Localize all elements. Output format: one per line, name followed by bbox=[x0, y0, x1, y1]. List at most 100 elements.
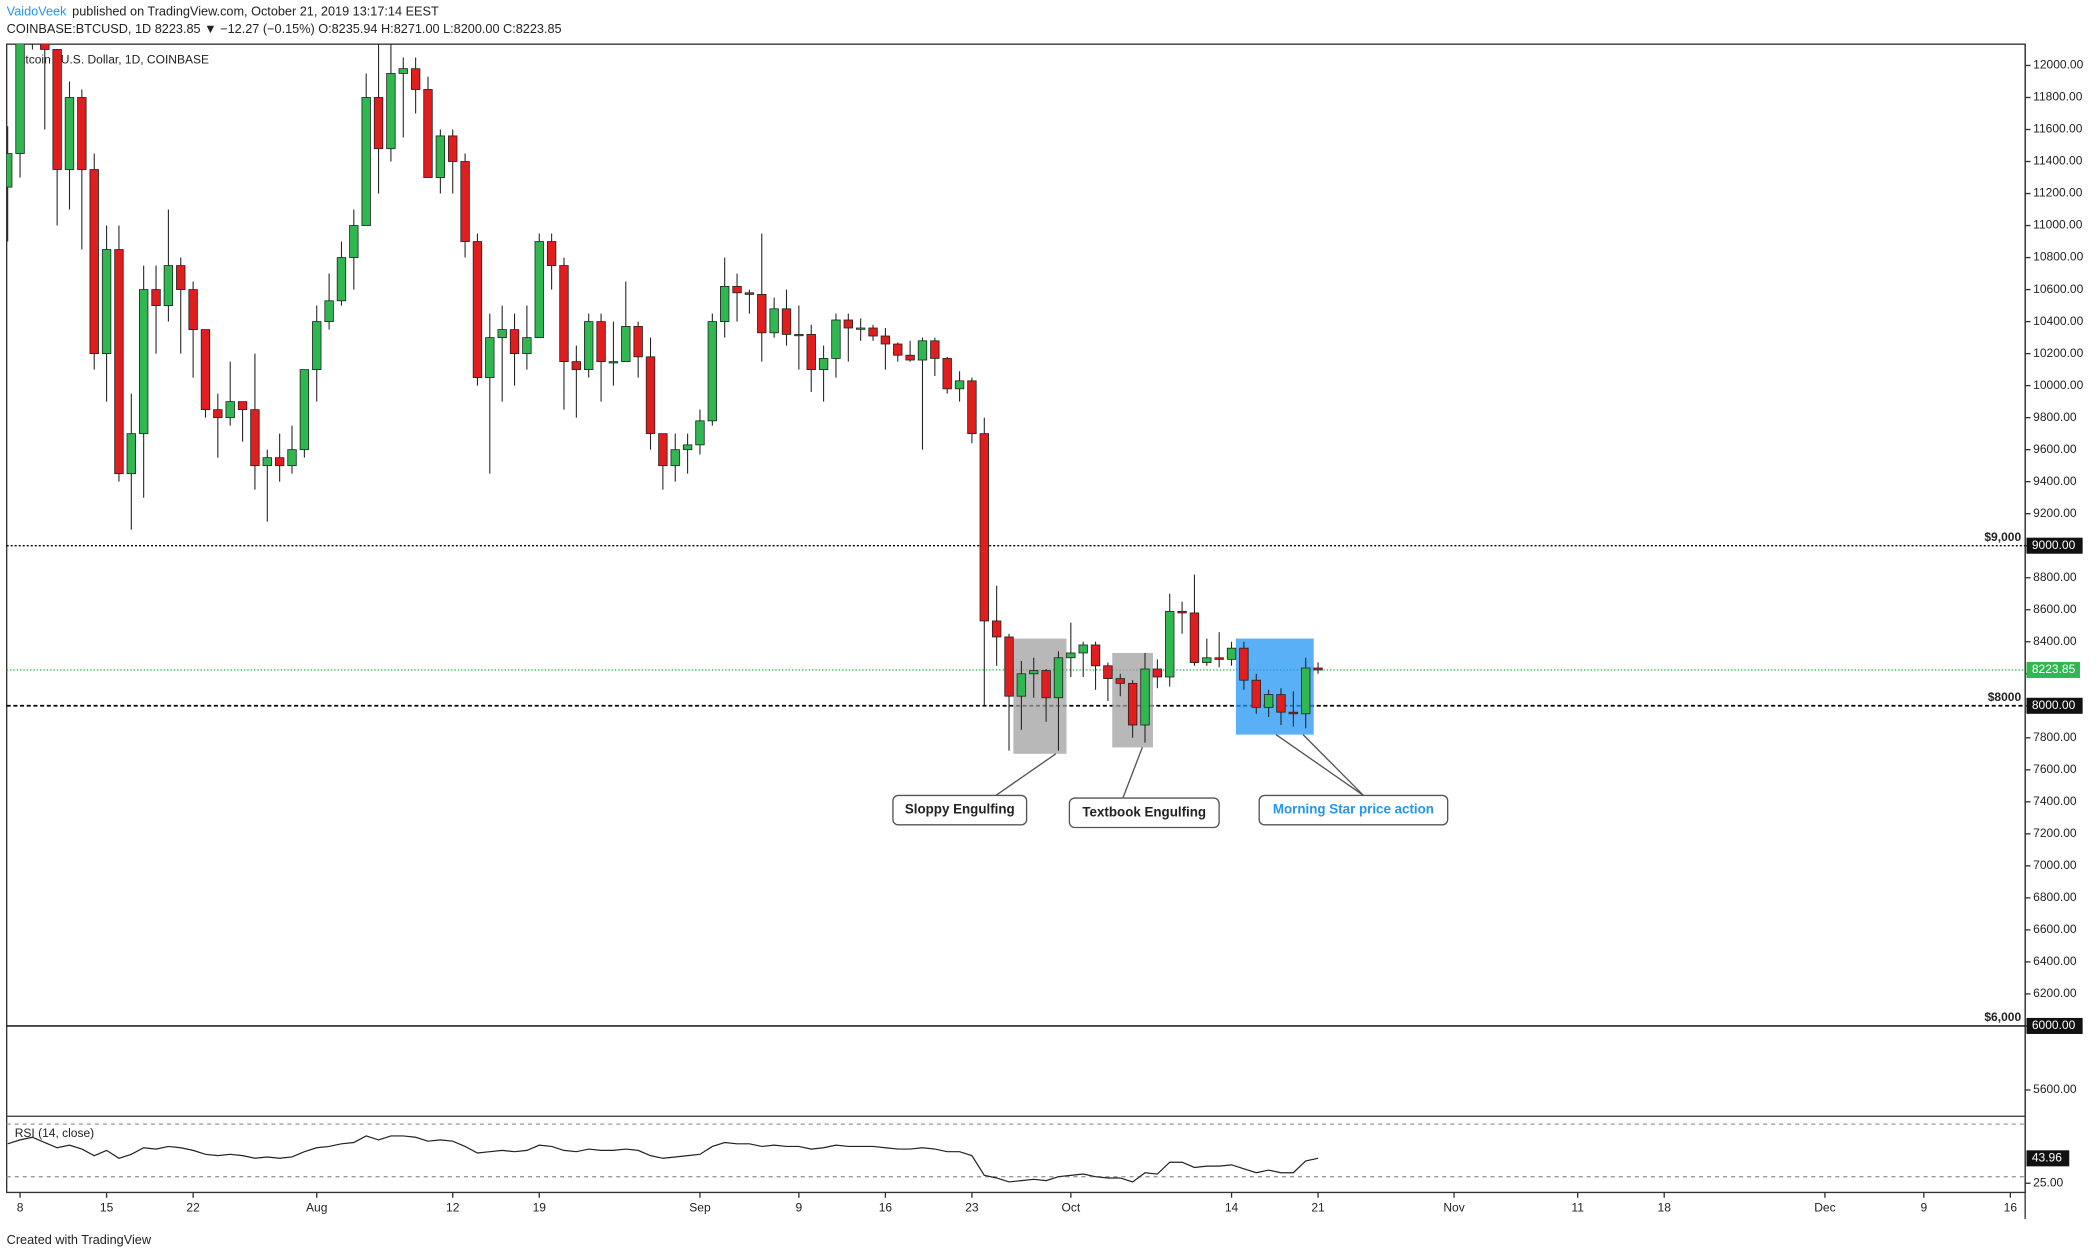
x-tick-label: 18 bbox=[1658, 1201, 1672, 1215]
x-tick-label: Aug bbox=[306, 1201, 327, 1215]
candle-body bbox=[658, 433, 668, 467]
candle-body bbox=[855, 327, 866, 330]
callout-pointer bbox=[1275, 734, 1364, 796]
candle-body bbox=[497, 329, 507, 339]
candle-body bbox=[1016, 673, 1027, 697]
x-tick-label: 15 bbox=[100, 1201, 114, 1215]
callout-pointer bbox=[1302, 734, 1364, 796]
author[interactable]: VaidoVeek bbox=[7, 4, 67, 18]
candle-body bbox=[917, 340, 928, 361]
candle-body bbox=[880, 335, 891, 345]
candle-body bbox=[954, 380, 965, 390]
candle-body bbox=[1004, 636, 1014, 697]
candle-body bbox=[868, 327, 878, 337]
x-tick-label: 16 bbox=[879, 1201, 893, 1215]
candle-body bbox=[930, 340, 940, 359]
candle-body bbox=[893, 343, 903, 356]
candle-body bbox=[1029, 670, 1039, 675]
candle-body bbox=[52, 49, 62, 170]
candle-body bbox=[1090, 644, 1101, 667]
x-tick-label: 11 bbox=[1571, 1201, 1584, 1215]
candle-body bbox=[707, 321, 718, 422]
candle-body bbox=[40, 44, 50, 50]
candle-body bbox=[213, 409, 223, 419]
candle-body bbox=[1251, 679, 1261, 708]
candle-body bbox=[287, 449, 297, 467]
legend: COINBASE:BTCUSD, 1D 8223.85 ▼ −12.27 (−0… bbox=[7, 22, 562, 36]
y-tick-label: 11400.00 bbox=[2033, 154, 2083, 168]
candle-body bbox=[584, 321, 594, 371]
candle-body bbox=[1177, 610, 1187, 614]
rsi-tick-label: 25.00 bbox=[2033, 1175, 2063, 1189]
y-tick-label: 10800.00 bbox=[2033, 250, 2083, 264]
candle-body bbox=[126, 433, 136, 475]
candle-body bbox=[1165, 610, 1175, 678]
x-tick-label: Oct bbox=[1061, 1201, 1080, 1215]
x-tick-label: 23 bbox=[965, 1201, 979, 1215]
candle-body bbox=[1226, 647, 1237, 660]
x-tick-label: Sep bbox=[689, 1201, 711, 1215]
x-tick-label: 19 bbox=[533, 1201, 547, 1215]
y-tick-label: 7200.00 bbox=[2033, 826, 2077, 840]
candle-body bbox=[386, 73, 396, 150]
candle-body bbox=[608, 361, 619, 364]
callout-label: Morning Star price action bbox=[1273, 802, 1434, 817]
last-price-label: 8223.85 bbox=[2032, 662, 2076, 676]
level-badge-label: 8000.00 bbox=[2032, 698, 2076, 712]
y-tick-label: 6800.00 bbox=[2033, 890, 2077, 904]
callout-box bbox=[1258, 794, 1449, 826]
candle-body bbox=[472, 241, 483, 379]
candle-body bbox=[720, 285, 730, 322]
candle-body bbox=[1288, 711, 1299, 715]
x-tick-label: 9 bbox=[796, 1201, 803, 1215]
y-tick-label: 6600.00 bbox=[2033, 922, 2077, 936]
candle-body bbox=[757, 293, 767, 334]
candle-body bbox=[101, 249, 112, 355]
level-badge bbox=[2026, 697, 2083, 714]
candle-body bbox=[299, 369, 310, 451]
rsi-badge bbox=[2026, 1150, 2070, 1167]
candle-body bbox=[89, 169, 99, 355]
candle-body bbox=[831, 319, 841, 359]
candle-body bbox=[1214, 657, 1224, 660]
y-tick-label: 8600.00 bbox=[2033, 602, 2077, 616]
candle-body bbox=[1103, 665, 1113, 679]
x-tick-label: Nov bbox=[1443, 1201, 1464, 1215]
candle-body bbox=[460, 161, 470, 242]
candle-body bbox=[682, 444, 693, 451]
candle-body bbox=[509, 329, 520, 355]
x-tick-label: 16 bbox=[2004, 1201, 2018, 1215]
level-badge-label: 6000.00 bbox=[2032, 1018, 2076, 1032]
level-badge-label: 9000.00 bbox=[2032, 538, 2076, 552]
candle-body bbox=[114, 249, 124, 475]
y-tick-label: 11600.00 bbox=[2033, 122, 2083, 136]
y-tick-label: 6400.00 bbox=[2033, 954, 2077, 968]
callout-box bbox=[1068, 797, 1220, 829]
level-badge bbox=[2026, 537, 2083, 554]
x-tick-label: 9 bbox=[1920, 1201, 1927, 1215]
candle-body bbox=[1276, 694, 1286, 713]
candle-body bbox=[448, 135, 458, 162]
level-badge bbox=[2026, 1017, 2083, 1034]
candle-body bbox=[373, 97, 384, 150]
candle-body bbox=[1301, 667, 1311, 715]
candle-body bbox=[163, 265, 174, 306]
candle-body bbox=[324, 300, 334, 322]
candle-body bbox=[6, 153, 13, 188]
candle-body bbox=[1127, 682, 1138, 726]
candle-body bbox=[905, 354, 915, 361]
x-tick-label: 21 bbox=[1311, 1201, 1325, 1215]
candle-body bbox=[1152, 668, 1163, 678]
callout-label: Sloppy Engulfing bbox=[905, 802, 1015, 817]
level-label: $9,000 bbox=[1984, 530, 2021, 544]
candle-body bbox=[979, 433, 989, 622]
candle-body bbox=[15, 44, 25, 154]
y-tick-label: 5600.00 bbox=[2033, 1082, 2077, 1096]
candle-body bbox=[200, 329, 211, 411]
y-tick-label: 11800.00 bbox=[2033, 90, 2083, 104]
y-tick-label: 8800.00 bbox=[2033, 570, 2077, 584]
candle-body bbox=[942, 358, 952, 390]
candle-body bbox=[794, 334, 804, 337]
frame bbox=[6, 43, 2026, 1194]
candle-body bbox=[991, 620, 1002, 638]
